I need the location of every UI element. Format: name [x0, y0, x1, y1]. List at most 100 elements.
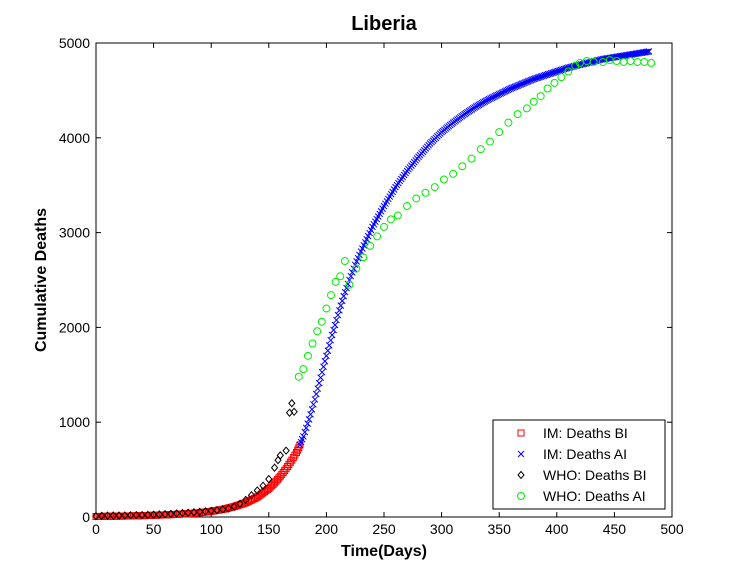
data-point: [115, 511, 123, 520]
data-point: [393, 211, 402, 220]
data-point: [213, 505, 221, 515]
data-point: [430, 183, 439, 192]
data-point: [303, 351, 312, 360]
data-point: [304, 420, 312, 427]
data-point: [103, 511, 112, 520]
data-point: [317, 317, 326, 326]
series-diamond: [92, 398, 298, 521]
y-tick-label: 0: [82, 509, 90, 525]
data-point: [513, 110, 522, 119]
data-point: [92, 511, 100, 521]
x-tick-label: 150: [257, 521, 281, 537]
data-point: [522, 104, 531, 113]
data-point: [322, 304, 331, 313]
x-tick-label: 400: [545, 521, 569, 537]
legend-marker: [517, 450, 525, 458]
data-point: [132, 510, 140, 520]
data-point: [224, 504, 233, 513]
data-point: [276, 451, 284, 460]
data-point: [270, 463, 279, 472]
x-tick-label: 200: [315, 521, 339, 537]
data-point: [172, 509, 181, 518]
data-point: [328, 331, 336, 339]
y-tick-label: 1000: [59, 414, 90, 430]
legend-marker: [517, 470, 525, 480]
data-point: [196, 507, 204, 517]
y-tick-label: 3000: [59, 225, 90, 241]
data-point: [543, 84, 552, 93]
data-point: [247, 490, 256, 500]
data-point: [321, 357, 329, 365]
data-point: [330, 326, 337, 334]
data-point: [302, 424, 310, 432]
data-point: [299, 365, 308, 374]
x-tick-label: 100: [200, 521, 224, 537]
data-point: [265, 474, 273, 484]
data-point: [300, 433, 307, 440]
data-point: [467, 154, 476, 163]
data-point: [340, 257, 349, 266]
legend-marker: [517, 492, 525, 500]
data-point: [449, 169, 458, 178]
data-point: [356, 251, 363, 259]
data-point: [373, 232, 382, 241]
data-point: [307, 411, 314, 418]
data-point: [314, 385, 322, 392]
data-point: [317, 374, 324, 381]
data-point: [403, 202, 412, 211]
data-point: [138, 510, 146, 520]
data-point: [190, 507, 198, 517]
data-point: [564, 67, 573, 76]
data-point: [301, 428, 309, 436]
data-point: [305, 416, 313, 423]
data-point: [236, 499, 244, 508]
data-point: [366, 241, 375, 250]
data-point: [327, 336, 335, 344]
data-point: [458, 162, 467, 171]
data-point: [348, 269, 356, 276]
data-point: [350, 265, 358, 272]
data-point: [359, 253, 368, 262]
data-point: [219, 505, 227, 514]
data-point: [337, 302, 345, 309]
series-layer: [92, 48, 656, 521]
data-point: [253, 486, 261, 495]
data-point: [343, 284, 350, 292]
y-tick-label: 5000: [59, 35, 90, 51]
data-point: [338, 297, 346, 305]
data-point: [201, 507, 210, 516]
data-point: [352, 264, 361, 273]
data-point: [318, 368, 326, 376]
x-tick-label: 350: [488, 521, 512, 537]
data-point: [294, 372, 303, 381]
data-point: [325, 342, 333, 349]
data-point: [310, 401, 317, 408]
data-point: [308, 406, 316, 413]
data-point: [161, 509, 169, 519]
data-point: [311, 396, 319, 403]
x-axis: 0 50 100 150 200 250 300 350 400 450 500: [92, 43, 684, 537]
data-point: [336, 272, 345, 281]
y-tick-label: 2000: [59, 319, 90, 335]
data-point: [313, 327, 322, 336]
data-point: [98, 511, 106, 521]
legend-label: WHO: Deaths AI: [543, 488, 646, 504]
legend: IM: Deaths BI IM: Deaths AI WHO: Deaths BI…: [492, 419, 666, 510]
series-circle: [294, 56, 656, 381]
data-point: [476, 145, 485, 154]
data-point: [336, 306, 343, 314]
data-point: [485, 137, 494, 146]
data-point: [529, 97, 538, 106]
data-point: [292, 449, 300, 457]
data-point: [536, 92, 545, 101]
data-point: [412, 194, 421, 203]
data-point: [327, 291, 336, 300]
data-point: [353, 258, 360, 265]
data-point: [230, 502, 238, 511]
data-point: [242, 495, 250, 505]
data-point: [645, 48, 653, 55]
data-point: [308, 339, 317, 348]
data-point: [320, 363, 327, 371]
